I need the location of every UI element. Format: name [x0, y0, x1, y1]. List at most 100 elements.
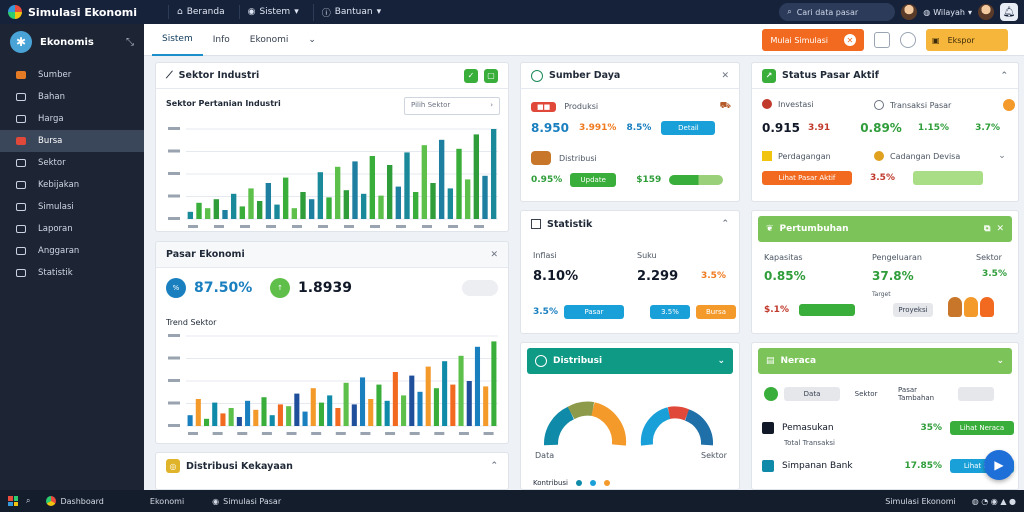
- tab-info[interactable]: Info: [212, 34, 230, 45]
- balance-tab-more[interactable]: [958, 387, 994, 401]
- view-balance-button[interactable]: Lihat Neraca: [950, 421, 1014, 435]
- resource-progress-bar: [669, 175, 724, 185]
- location-icon: ◉: [247, 7, 256, 17]
- sidebar-item-bursa[interactable]: Bursa: [0, 130, 144, 152]
- collapse-icon[interactable]: ⤡: [126, 36, 134, 48]
- market-button[interactable]: Pasar: [563, 305, 624, 319]
- tab-ekonomi[interactable]: Ekonomi: [249, 34, 289, 45]
- chart-bar: [343, 382, 349, 426]
- topnav-help[interactable]: ⓘ Bantuan ▾: [312, 3, 389, 21]
- chart-bar: [300, 192, 306, 219]
- taskbar-item-dashboard[interactable]: Dashboard: [38, 496, 111, 506]
- y-tick-mark: [168, 356, 180, 360]
- sector-subtitle: Sektor Pertanian Industri: [166, 99, 281, 108]
- close-icon[interactable]: ✕: [490, 249, 498, 260]
- stats-icon: [16, 269, 26, 277]
- gauge-right: [640, 406, 714, 446]
- toggle-switch[interactable]: [462, 280, 498, 296]
- region-selector[interactable]: ◍ Wilayah ▾: [923, 7, 972, 17]
- play-fab-button[interactable]: ▶: [984, 450, 1014, 480]
- refresh-button[interactable]: [900, 32, 916, 48]
- start-simulation-button[interactable]: Mulai Simulasi ✕: [762, 29, 864, 51]
- stats-panel: Statistik ⌃ Inflasi Suku 8.10% 2.299 3.5…: [520, 210, 740, 334]
- taskbar-item-ekonomi[interactable]: Ekonomi: [149, 496, 185, 506]
- sidebar-item-kebijakan[interactable]: Kebijakan: [0, 174, 144, 196]
- close-icon[interactable]: ✕: [996, 224, 1004, 234]
- coin-icon: [1003, 99, 1016, 111]
- top-bar: Simulasi Ekonomi ⌂ Beranda ◉ Sistem ▾ ⓘ Bant…: [0, 0, 1024, 24]
- sidebar-item-bahan[interactable]: Bahan: [0, 86, 144, 108]
- balance-tab-extra[interactable]: Pasar Tambahan: [892, 386, 952, 402]
- search-icon: ⌕: [787, 7, 792, 16]
- chart-bar: [409, 375, 415, 426]
- chart-bar: [248, 188, 254, 219]
- window-button[interactable]: [874, 32, 890, 48]
- sidebar-item-anggaran[interactable]: Anggaran: [0, 240, 144, 262]
- balance-tab-data[interactable]: Data: [784, 387, 840, 401]
- close-icon[interactable]: ✕: [844, 34, 856, 46]
- chevron-down-icon[interactable]: ⌄: [717, 356, 725, 366]
- sidebar-item-simulasi[interactable]: Simulasi: [0, 196, 144, 218]
- balance-tab-sector[interactable]: Sektor: [846, 387, 886, 401]
- sector-bar-chart: [168, 127, 498, 228]
- chart-bar: [490, 129, 497, 219]
- growth-progress-bar: [798, 304, 855, 316]
- chart-bar: [343, 190, 350, 219]
- reserve-icon: [874, 151, 884, 161]
- sidebar-item-sumber[interactable]: Sumber: [0, 64, 144, 86]
- x-tick-mark: [292, 225, 302, 228]
- coins-icon: ◎: [166, 459, 180, 473]
- search-input[interactable]: ⌕ Cari data pasar: [779, 3, 896, 21]
- sidebar-item-laporan[interactable]: Laporan: [0, 218, 144, 240]
- chart-bar: [450, 384, 456, 426]
- info-icon: ⓘ: [321, 8, 331, 19]
- avatar[interactable]: [901, 4, 918, 20]
- market-panel: Pasar Ekonomi ✕ % 87.50% ↑ 1.8939 Trend …: [155, 241, 509, 444]
- export-button[interactable]: ▣ Ekspor: [926, 29, 1008, 51]
- gauge-right-seg-2: [667, 406, 690, 421]
- tray-icons[interactable]: ◍ ◔ ◉ ▲ ●: [971, 496, 1016, 506]
- chevron-down-icon[interactable]: ⌄: [996, 356, 1004, 366]
- tab-sistem[interactable]: Sistem: [152, 24, 203, 56]
- taskbar-item-simulasi[interactable]: ◉ Simulasi Pasar: [212, 496, 282, 506]
- user-avatar[interactable]: [978, 4, 994, 20]
- chart-bar: [317, 172, 324, 219]
- taskbar-search-icon[interactable]: ⌕: [26, 496, 31, 505]
- sidebar-logo-icon: ✱: [10, 31, 32, 53]
- sector-select[interactable]: Pilih Sektor ›: [404, 97, 500, 115]
- windows-start-icon[interactable]: [8, 496, 18, 506]
- tab-more-chevron[interactable]: ⌄: [298, 24, 326, 56]
- chevron-up-icon[interactable]: ⌃: [490, 461, 498, 471]
- y-tick-mark: [168, 334, 180, 337]
- x-tick-mark: [396, 225, 406, 228]
- resource-row-2: Distribusi: [531, 151, 731, 165]
- detail-button[interactable]: Detail: [661, 121, 716, 135]
- chart-bar: [220, 413, 226, 426]
- legend-dot: [590, 480, 596, 486]
- sidebar-item-statistik[interactable]: Statistik: [0, 262, 144, 284]
- sidebar-item-sektor[interactable]: Sektor: [0, 152, 144, 174]
- close-icon[interactable]: ✕: [721, 70, 729, 81]
- copy-icon[interactable]: ⧉: [984, 224, 991, 234]
- topnav-home[interactable]: ⌂ Beranda: [168, 5, 233, 19]
- market-progress-bar: [912, 171, 983, 185]
- stats-panel-header: Statistik ⌃: [521, 211, 739, 237]
- stats-value-pill[interactable]: 3.5%: [649, 305, 690, 319]
- status-check-icon[interactable]: ✓: [464, 68, 478, 83]
- exchange-button[interactable]: Bursa: [695, 305, 736, 319]
- chart-bar: [230, 193, 237, 219]
- projection-pill[interactable]: Proyeksi: [892, 303, 933, 317]
- chevron-down-icon[interactable]: ⌄: [998, 151, 1006, 161]
- chevron-up-icon[interactable]: ⌃: [1000, 70, 1008, 81]
- update-button[interactable]: Update: [570, 173, 617, 187]
- chart-bar: [360, 193, 367, 219]
- market-panel-header: Pasar Ekonomi ✕: [156, 242, 508, 268]
- resources-panel: Sumber Daya ✕ ■■ Produksi ⛟ 8.950 3.991%…: [520, 62, 740, 202]
- topnav-system[interactable]: ◉ Sistem ▾: [238, 5, 307, 19]
- view-active-market-button[interactable]: Lihat Pasar Aktif: [762, 171, 852, 185]
- resource-row-1: ■■ Produksi ⛟: [531, 101, 731, 112]
- sidebar-item-harga[interactable]: Harga: [0, 108, 144, 130]
- expand-icon[interactable]: ▢: [484, 68, 498, 83]
- bell-icon[interactable]: 🔔︎: [1000, 3, 1018, 21]
- chevron-up-icon[interactable]: ⌃: [721, 219, 729, 229]
